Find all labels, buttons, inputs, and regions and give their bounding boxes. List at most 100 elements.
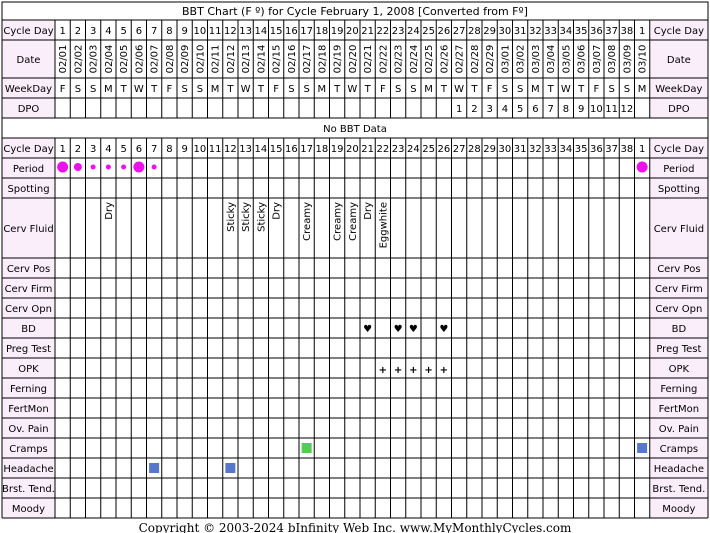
weekday-label: M xyxy=(424,84,433,95)
dpo-label: 8 xyxy=(563,104,569,115)
cycle-day-label: 3 xyxy=(90,26,96,37)
row-label-bg xyxy=(649,478,708,498)
cycle-day-label: 35 xyxy=(575,144,588,155)
cycle-day-label: 31 xyxy=(514,144,527,155)
row-label-left: Cerv Fluid xyxy=(3,224,53,235)
cycle-day-label: 21 xyxy=(361,26,374,37)
cycle-day-label: 10 xyxy=(194,26,207,37)
cycle-day-label: 28 xyxy=(468,26,481,37)
row-label-bg xyxy=(649,178,708,198)
row-label-left: Ov. Pain xyxy=(8,424,48,435)
row-label-right: Cerv Fluid xyxy=(654,224,704,235)
cycle-day-label: 30 xyxy=(499,144,512,155)
row-label-right: Date xyxy=(667,55,691,66)
row-label-bg xyxy=(2,318,55,338)
cycle-day-label: 9 xyxy=(181,26,187,37)
date-label: 03/06 xyxy=(577,45,588,74)
row-label-right: Brst. Tend. xyxy=(652,484,705,495)
date-label: 02/02 xyxy=(73,45,84,74)
weekday-label: T xyxy=(577,84,585,95)
row-label-bg xyxy=(649,278,708,298)
date-label: 03/02 xyxy=(516,45,527,74)
date-label: 02/29 xyxy=(485,45,496,74)
cycle-day-label: 11 xyxy=(209,144,222,155)
period-dot xyxy=(73,163,82,171)
cycle-day-label: 27 xyxy=(453,144,466,155)
row-label-left: Cycle Day xyxy=(3,26,53,37)
date-label: 02/16 xyxy=(287,45,298,74)
bd-heart-mark: ♥ xyxy=(363,324,372,335)
row-label-bg xyxy=(2,138,55,158)
dpo-label: 12 xyxy=(621,104,634,115)
weekday-label: T xyxy=(150,84,158,95)
headache-mark xyxy=(225,463,236,473)
cycle-day-label: 22 xyxy=(377,26,390,37)
cycle-day-label: 8 xyxy=(166,26,172,37)
weekday-label: W xyxy=(454,84,464,95)
cerv-fluid-entry: Dry xyxy=(104,202,115,220)
row-label-bg xyxy=(2,158,55,178)
row-label-left: Spotting xyxy=(7,184,49,195)
date-label: 02/26 xyxy=(439,45,450,74)
weekday-label: S xyxy=(517,84,523,95)
date-label: 02/01 xyxy=(58,45,69,74)
cycle-day-label: 19 xyxy=(331,144,344,155)
opk-plus-mark: + xyxy=(409,365,417,376)
weekday-label: F xyxy=(487,84,493,95)
row-label-left: Cramps xyxy=(9,444,48,455)
row-label-bg xyxy=(2,298,55,318)
row-label-bg xyxy=(2,278,55,298)
cycle-day-label: 22 xyxy=(377,144,390,155)
row-label-right: Cramps xyxy=(660,444,699,455)
cycle-day-label: 14 xyxy=(255,144,268,155)
cycle-day-label: 20 xyxy=(346,144,359,155)
cycle-day-label: 25 xyxy=(422,26,435,37)
row-label-right: Preg Test xyxy=(656,344,701,355)
row-label-left: Cerv Pos xyxy=(7,264,50,275)
row-label-bg xyxy=(649,398,708,418)
date-label: 02/11 xyxy=(211,45,222,74)
cycle-day-label: 7 xyxy=(151,26,157,37)
dpo-label: 2 xyxy=(471,104,477,115)
row-label-right: BD xyxy=(672,324,687,335)
row-label-left: Ferning xyxy=(10,384,47,395)
date-label: 03/01 xyxy=(500,45,511,74)
cycle-day-label: 31 xyxy=(514,26,527,37)
row-label-left: Cycle Day xyxy=(3,144,53,155)
row-label-bg xyxy=(649,138,708,158)
date-label: 02/06 xyxy=(134,45,145,74)
row-label-left: FertMon xyxy=(8,404,48,415)
weekday-label: M xyxy=(211,84,220,95)
cycle-day-label: 5 xyxy=(120,144,126,155)
row-label-bg xyxy=(2,478,55,498)
weekday-label: W xyxy=(347,84,357,95)
date-label: 02/10 xyxy=(195,45,206,74)
cycle-day-label: 14 xyxy=(255,26,268,37)
cycle-day-label: 17 xyxy=(300,144,313,155)
cycle-day-label: 1 xyxy=(639,144,645,155)
row-label-left: Moody xyxy=(12,504,45,515)
date-label: 02/25 xyxy=(424,45,435,74)
opk-plus-mark: + xyxy=(424,365,432,376)
period-dot xyxy=(133,161,145,173)
date-label: 03/07 xyxy=(592,45,603,74)
cycle-day-label: 36 xyxy=(590,26,603,37)
row-label-bg xyxy=(2,338,55,358)
row-label-bg xyxy=(2,398,55,418)
date-label: 02/21 xyxy=(363,45,374,74)
row-label-bg xyxy=(649,20,708,40)
copyright-footer: Copyright © 2003-2024 bInfinity Web Inc.… xyxy=(139,521,572,533)
weekday-label: T xyxy=(120,84,128,95)
date-label: 02/12 xyxy=(226,45,237,74)
cycle-day-label: 23 xyxy=(392,26,405,37)
row-label-right: WeekDay xyxy=(655,84,702,95)
row-label-bg xyxy=(649,418,708,438)
cycle-day-label: 15 xyxy=(270,26,283,37)
weekday-label: T xyxy=(364,84,372,95)
date-label: 02/19 xyxy=(333,45,344,74)
cycle-day-label: 26 xyxy=(438,26,451,37)
cramps-mark xyxy=(637,443,648,453)
weekday-label: M xyxy=(104,84,113,95)
chart-title: BBT Chart (F º) for Cycle February 1, 20… xyxy=(182,5,528,18)
